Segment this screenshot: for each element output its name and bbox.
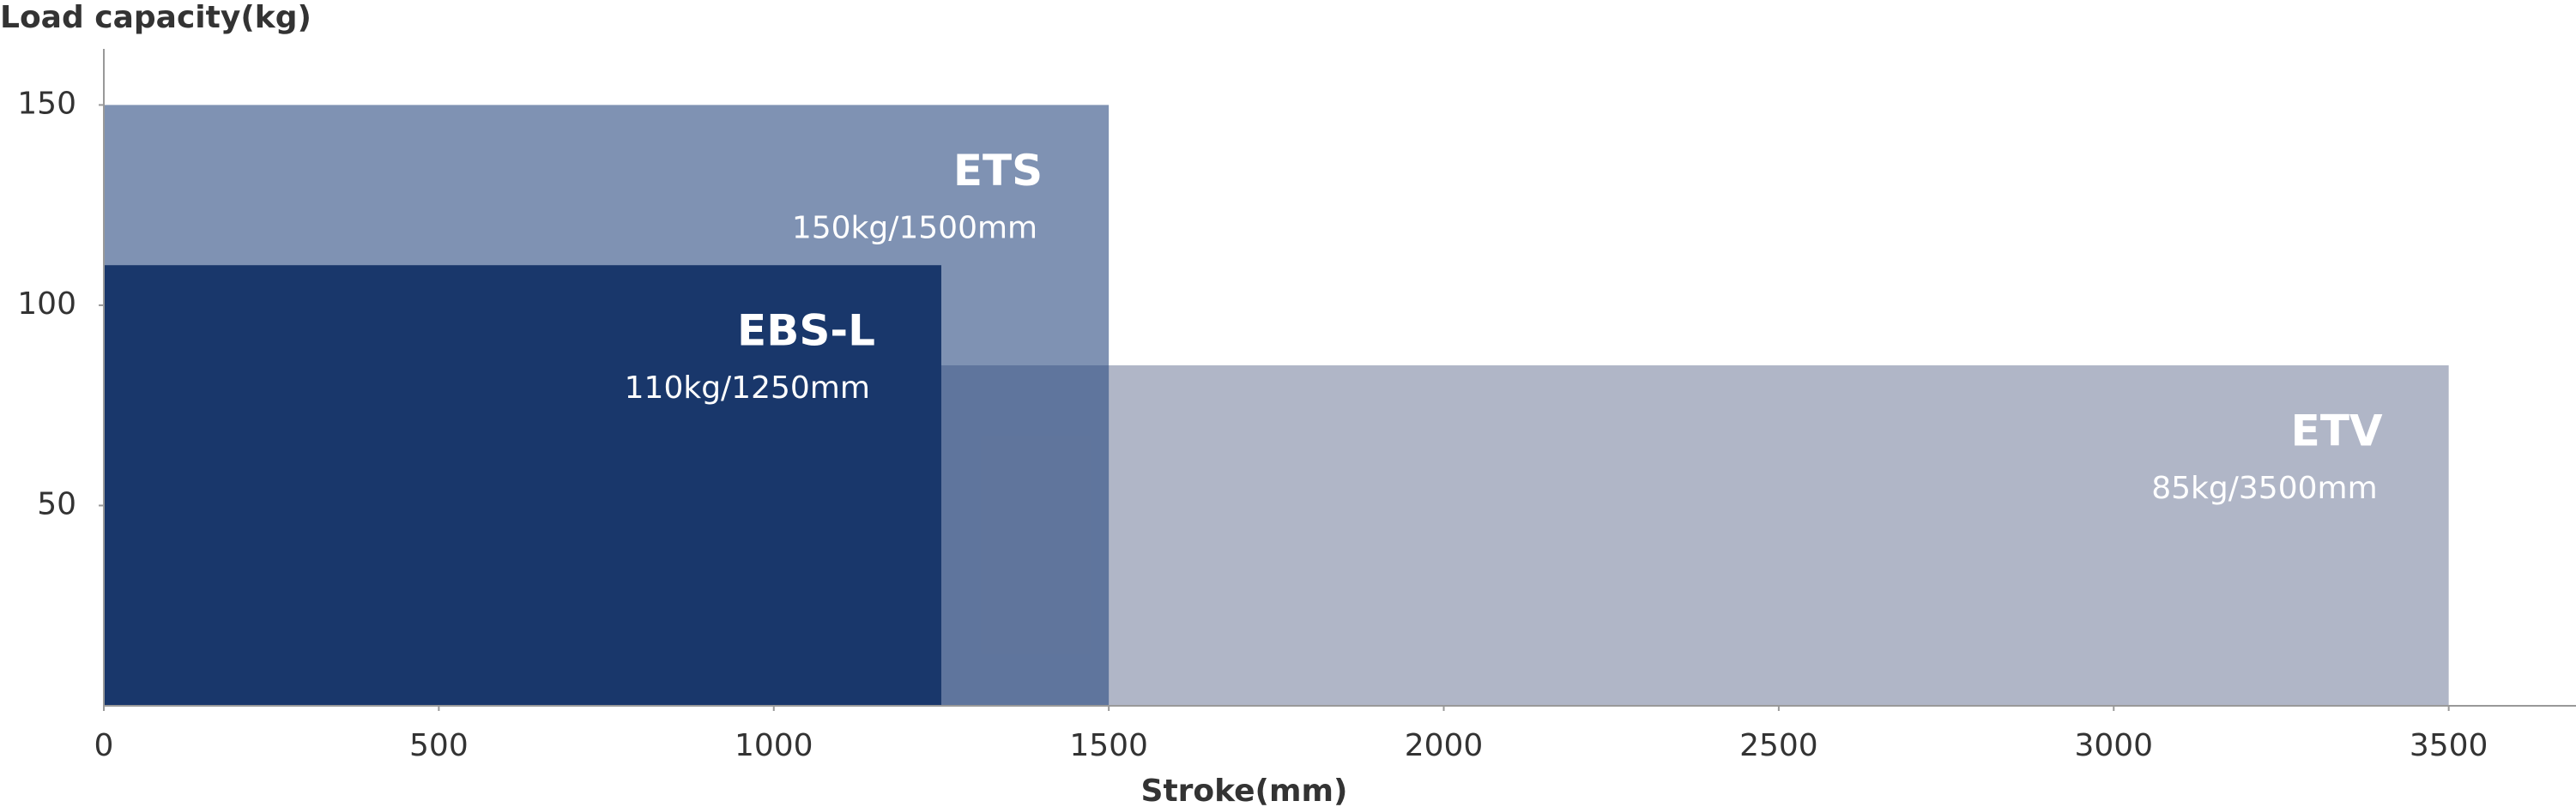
x-tick-label: 0 <box>94 728 114 763</box>
x-tick-label: 2500 <box>1739 728 1818 763</box>
series-name: ETS <box>953 146 1043 196</box>
value-label: 110kg/1250mm <box>625 370 870 406</box>
y-tick-label: 50 <box>37 486 76 521</box>
range-rect <box>104 265 941 707</box>
x-tick-label: 1000 <box>735 728 813 763</box>
x-tick-label: 500 <box>409 728 469 763</box>
y-tick-label: 150 <box>17 86 76 121</box>
y-tick-label: 100 <box>17 286 76 322</box>
series-name: EBS-L <box>737 306 875 356</box>
x-tick-label: 3000 <box>2074 728 2153 763</box>
series-name: ETV <box>2291 406 2383 455</box>
value-label: 85kg/3500mm <box>2151 471 2377 506</box>
x-tick-label: 3500 <box>2410 728 2488 763</box>
y-axis-title: Load capacity(kg) <box>0 0 311 35</box>
x-axis-title: Stroke(mm) <box>1141 774 1348 807</box>
x-tick-label: 1500 <box>1069 728 1148 763</box>
x-tick-label: 2000 <box>1405 728 1484 763</box>
value-label: 150kg/1500mm <box>792 210 1037 245</box>
